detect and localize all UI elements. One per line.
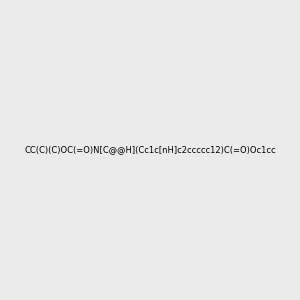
Text: CC(C)(C)OC(=O)N[C@@H](Cc1c[nH]c2ccccc12)C(=O)Oc1cc: CC(C)(C)OC(=O)N[C@@H](Cc1c[nH]c2ccccc12)…	[24, 146, 276, 154]
